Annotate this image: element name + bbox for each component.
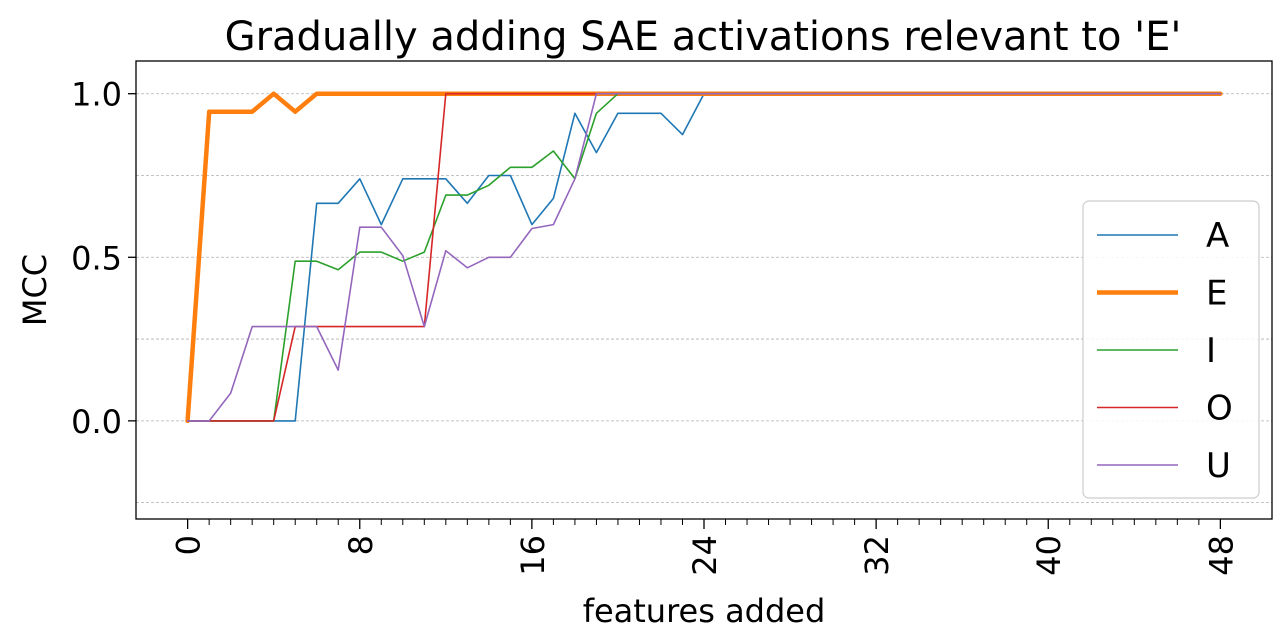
x-axis-ticks: 0 8 16 24 32 40 48 [170,519,1240,576]
legend-label-A: A [1206,216,1229,256]
y-tick-label: 0.5 [71,239,122,277]
legend-label-I: I [1206,331,1216,371]
y-tick-label: 1.0 [71,76,122,114]
x-tick-label: 24 [686,535,724,576]
series-lines [185,91,1223,424]
legend-label-O: O [1206,389,1233,429]
x-tick-label: 48 [1202,535,1240,576]
y-axis-ticks: 0.0 0.5 1.0 [71,76,136,441]
legend-label-U: U [1206,446,1231,486]
series-line-U [186,92,1222,422]
legend-label-E: E [1206,274,1227,314]
x-axis-label: features added [583,592,826,630]
chart-title: Gradually adding SAE activations relevan… [225,14,1182,60]
x-tick-label: 32 [858,535,896,576]
y-tick-label: 0.0 [71,403,122,441]
y-axis-label: MCC [16,254,54,326]
x-tick-label: 0 [170,535,208,555]
x-tick-label: 40 [1030,535,1068,576]
x-tick-label: 8 [342,535,380,555]
x-tick-label: 16 [514,535,552,576]
